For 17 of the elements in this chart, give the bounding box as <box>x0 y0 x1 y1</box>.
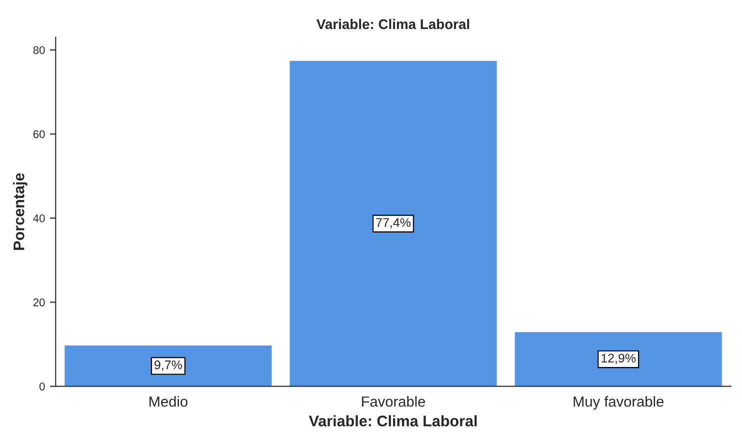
y-tick-label: 0 <box>39 382 45 390</box>
bar <box>514 332 722 386</box>
data-label: 9,7% <box>154 360 182 371</box>
y-tick-label: 40 <box>33 214 45 222</box>
y-tick-label: 60 <box>33 130 45 138</box>
data-label: 12,9% <box>602 354 636 364</box>
y-tick-label: 20 <box>33 298 45 306</box>
x-tick-label: Muy favorable <box>574 396 664 410</box>
y-tick-label: 80 <box>33 46 45 54</box>
bar <box>64 346 272 386</box>
y-axis-title: Porcentaje <box>13 173 28 250</box>
bar <box>290 60 497 386</box>
x-tick-label: Favorable <box>362 396 426 407</box>
x-axis-title: Variable: Clima Laboral <box>308 415 477 426</box>
data-label: 77,4% <box>376 218 411 228</box>
chart-title: Variable: Clima Laboral <box>316 18 470 30</box>
x-tick-label: Medio <box>150 396 188 407</box>
